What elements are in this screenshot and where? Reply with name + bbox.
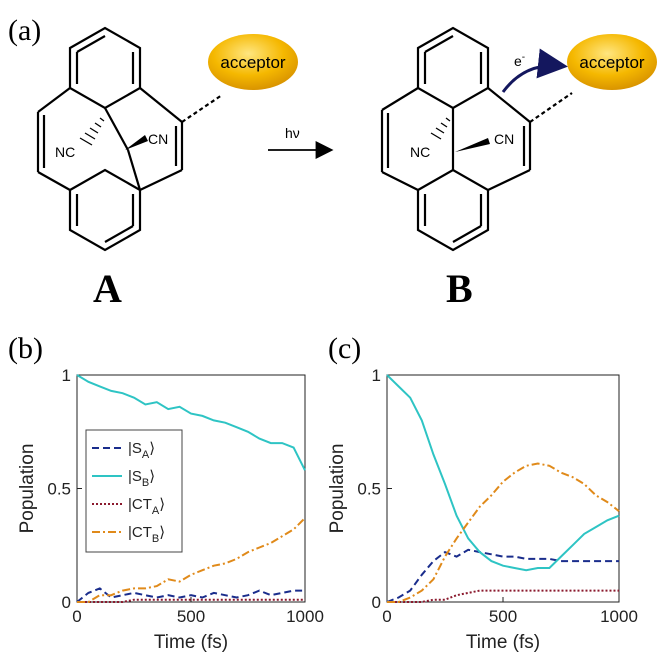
molecule-b-wedge <box>455 138 490 152</box>
molecule-a-stereo-bonds <box>79 117 105 146</box>
legend-subscript: B <box>142 477 149 489</box>
series-line-ct-a <box>387 589 619 603</box>
y-tick-label: 0 <box>62 593 71 612</box>
y-axis-label: Population <box>327 444 348 534</box>
y-tick-label: 1 <box>62 366 71 385</box>
panel-label-b: (b) <box>8 332 43 365</box>
legend-entry: |SA⟩ <box>128 440 155 461</box>
y-tick-label: 1 <box>372 366 381 385</box>
molecule-b-stereo-bonds <box>430 117 451 140</box>
legend-subscript: B <box>152 533 159 545</box>
legend-entry: |CTB⟩ <box>128 524 165 545</box>
x-tick-label: 500 <box>489 607 517 626</box>
molecule-a-wedge <box>125 135 148 150</box>
x-tick-label: 0 <box>72 607 81 626</box>
y-tick-label: 0.5 <box>357 480 381 499</box>
series-line-ct-a <box>77 598 305 603</box>
x-tick-label: 1000 <box>286 607 324 626</box>
legend-subscript: A <box>142 449 150 461</box>
legend-main: |S <box>128 468 142 485</box>
y-axis-label: Population <box>17 444 38 534</box>
x-tick-label: 500 <box>177 607 205 626</box>
electron-label: e- <box>514 52 525 69</box>
electron-transfer-arrow <box>501 48 568 93</box>
panel-label-a: (a) <box>8 14 41 47</box>
legend-entry: |SB⟩ <box>128 468 155 489</box>
legend-main: |CT <box>128 496 152 513</box>
x-tick-label: 1000 <box>600 607 638 626</box>
legend-main: |S <box>128 440 142 457</box>
legend-close: ⟩ <box>149 440 155 457</box>
molecule-b-nc-label: NC <box>410 144 430 160</box>
series-line-s-a <box>386 548 619 603</box>
molecule-a-structure <box>36 26 184 252</box>
legend-entry: |CTA⟩ <box>128 496 165 517</box>
molecule-b-structure <box>380 26 532 252</box>
acceptor-label-a: acceptor <box>220 53 286 72</box>
plot-frame <box>386 374 620 603</box>
molecule-b-acceptor-link <box>529 92 573 123</box>
acceptor-blob-a <box>208 34 298 90</box>
series-line-s-a <box>76 587 305 603</box>
series-line-s-b <box>386 374 620 572</box>
legend-close: ⟩ <box>149 468 155 485</box>
molecule-a-acceptor-link <box>181 94 223 123</box>
panel-label-c: (c) <box>328 332 361 365</box>
molecule-a-label: A <box>93 266 122 311</box>
molecule-b-cn-label: CN <box>494 131 514 147</box>
legend-close: ⟩ <box>159 524 165 541</box>
molecule-a-nc-label: NC <box>55 144 75 160</box>
series-line-s-b <box>76 374 306 471</box>
y-tick-label: 0.5 <box>47 480 71 499</box>
series-line-ct-b <box>387 462 620 603</box>
chart-c: 0 500 1000 0 0.5 1 Time (fs) Population <box>327 366 638 653</box>
molecule-b-label: B <box>446 266 473 311</box>
x-axis-label: Time (fs) <box>154 632 228 653</box>
y-tick-label: 0 <box>372 593 381 612</box>
reaction-label: hν <box>285 125 300 141</box>
molecule-a-cn-label: CN <box>148 131 168 147</box>
legend-main: |CT <box>128 524 152 541</box>
legend-close: ⟩ <box>159 496 165 513</box>
acceptor-label-b: acceptor <box>579 53 645 72</box>
acceptor-blob-b <box>567 34 657 90</box>
x-tick-label: 0 <box>382 607 391 626</box>
legend-subscript: A <box>152 505 160 517</box>
series-line-ct-b <box>77 517 306 603</box>
x-axis-label: Time (fs) <box>466 632 540 653</box>
legend-box <box>85 429 183 553</box>
